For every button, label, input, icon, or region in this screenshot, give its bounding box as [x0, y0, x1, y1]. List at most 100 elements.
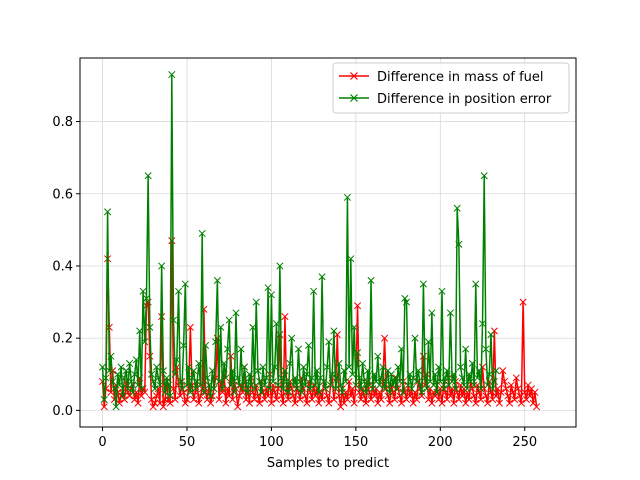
data-point	[264, 392, 272, 400]
data-point	[517, 399, 525, 407]
data-point	[345, 377, 353, 386]
data-point	[207, 392, 215, 400]
data-point	[151, 399, 159, 407]
data-point	[127, 377, 135, 386]
data-point	[207, 399, 215, 407]
data-point	[482, 345, 490, 353]
data-point	[391, 374, 399, 382]
data-point	[450, 399, 458, 407]
data-point	[299, 363, 308, 371]
legend-box	[332, 62, 570, 114]
data-point	[450, 370, 458, 378]
data-point	[446, 309, 454, 317]
data-point	[281, 367, 289, 375]
data-point	[281, 312, 289, 321]
series-1	[98, 71, 500, 411]
data-point	[180, 388, 188, 396]
data-point	[188, 374, 196, 382]
data-point	[122, 367, 130, 375]
data-point	[171, 396, 179, 404]
data-point	[124, 385, 132, 393]
data-point	[500, 377, 509, 386]
data-point	[333, 374, 341, 382]
plot-frame	[79, 57, 577, 428]
data-point	[463, 385, 471, 393]
data-point	[330, 396, 338, 404]
data-point	[360, 377, 368, 386]
data-point	[291, 374, 299, 382]
y-tick-label: 0.4	[52, 259, 73, 274]
data-point	[337, 381, 345, 389]
data-point	[249, 323, 257, 331]
data-point	[132, 356, 140, 364]
data-point	[367, 276, 375, 284]
data-point	[166, 399, 174, 407]
legend-entry-position-error: Difference in position error	[339, 92, 552, 107]
data-point	[104, 208, 112, 216]
data-point	[200, 388, 208, 396]
y-tick-label: 0.6	[52, 187, 73, 202]
y-tick-label: 0.8	[52, 115, 73, 130]
series-line	[101, 73, 497, 408]
data-point	[441, 374, 449, 382]
data-point	[473, 374, 482, 382]
data-point	[256, 377, 264, 386]
data-point	[168, 71, 176, 79]
data-point	[186, 323, 194, 331]
data-point	[533, 403, 541, 411]
data-point	[438, 399, 446, 407]
data-point	[229, 367, 237, 375]
data-point	[485, 370, 493, 378]
data-point	[421, 374, 429, 382]
data-point	[151, 385, 159, 393]
data-point	[230, 388, 238, 396]
data-point	[264, 284, 272, 292]
data-point	[114, 370, 122, 378]
x-tick-label: 100	[259, 435, 284, 450]
data-point	[208, 367, 216, 375]
data-point	[446, 392, 454, 400]
data-point	[396, 377, 404, 386]
data-point	[477, 396, 485, 404]
data-point	[411, 334, 419, 342]
data-point	[168, 237, 176, 245]
data-point	[137, 385, 145, 393]
data-point	[478, 320, 487, 328]
data-point	[323, 363, 331, 371]
data-point	[519, 298, 527, 306]
data-point	[222, 374, 230, 382]
data-point	[303, 370, 311, 378]
data-point	[237, 345, 245, 353]
data-point	[159, 367, 167, 375]
data-point	[340, 367, 348, 375]
data-point	[342, 377, 350, 386]
data-point	[362, 388, 370, 396]
data-point	[424, 338, 433, 346]
x-tick-label: 250	[512, 435, 537, 450]
data-point	[475, 388, 483, 396]
data-point	[492, 367, 500, 375]
data-point	[355, 374, 363, 382]
data-point	[465, 396, 473, 404]
data-point	[229, 396, 237, 404]
data-point	[293, 385, 301, 393]
data-point	[362, 399, 370, 407]
y-tick-label: 0.0	[52, 404, 73, 419]
data-point	[136, 327, 144, 335]
data-point	[205, 381, 213, 389]
data-point	[249, 388, 257, 396]
data-point	[284, 396, 292, 404]
x-tick-label: 0	[98, 435, 106, 450]
data-point	[232, 309, 240, 317]
data-point	[401, 294, 409, 303]
data-point	[360, 392, 368, 400]
data-point	[296, 396, 304, 404]
x-tick-label: 50	[179, 435, 196, 450]
data-point	[419, 280, 427, 288]
data-point	[487, 331, 495, 339]
data-point	[357, 385, 365, 393]
data-point	[342, 388, 350, 396]
data-point	[164, 396, 172, 404]
data-point	[283, 377, 291, 386]
